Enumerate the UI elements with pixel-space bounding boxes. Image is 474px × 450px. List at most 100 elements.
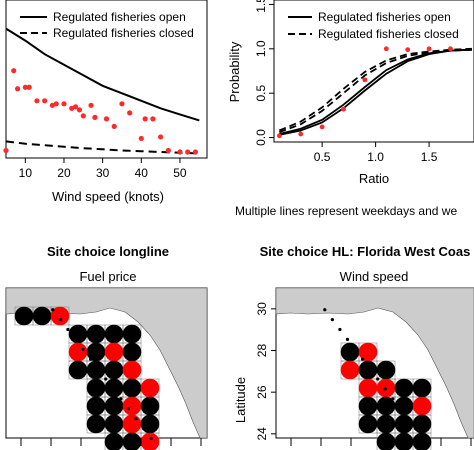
- site-marker: [412, 378, 432, 398]
- x-tick-label: 20: [57, 166, 71, 180]
- coastal-point: [66, 327, 70, 332]
- y-tick-label: 1.5: [254, 0, 268, 13]
- site-marker: [50, 306, 70, 326]
- site-marker: [358, 342, 378, 362]
- data-point: [111, 123, 117, 129]
- latitude-tick-label: 26: [255, 385, 269, 399]
- data-point: [298, 131, 304, 137]
- site-marker: [122, 342, 142, 362]
- coastal-point: [368, 367, 372, 371]
- site-marker: [340, 342, 360, 362]
- site-marker: [122, 432, 142, 450]
- ratio-y-axis-label: Probability: [227, 41, 242, 102]
- data-point: [362, 77, 368, 83]
- site-marker: [86, 396, 106, 416]
- coastal-point: [81, 347, 85, 351]
- coastal-point: [119, 397, 123, 401]
- longline-map-title: Site choice longline: [47, 244, 169, 259]
- data-point: [119, 101, 125, 107]
- coastal-point: [73, 337, 78, 341]
- coastal-point: [391, 397, 395, 401]
- site-marker: [358, 378, 378, 398]
- coastal-point: [421, 436, 425, 440]
- wind-speed-plot-frame: [5, 0, 208, 159]
- coastal-point: [376, 377, 380, 381]
- data-point: [3, 147, 9, 154]
- x-tick-label: 1.0: [367, 150, 384, 164]
- wind-speed-legend: Regulated fisheries open Regulated fishe…: [20, 10, 194, 40]
- y-tick-label: 0.5: [254, 85, 268, 102]
- coastal-point: [345, 337, 350, 341]
- data-point: [92, 114, 98, 120]
- legend-label-closed: Regulated fisheries closed: [53, 26, 194, 40]
- coastal-point: [413, 426, 418, 431]
- site-marker: [86, 342, 106, 362]
- coastal-point: [126, 407, 130, 411]
- data-point: [448, 46, 453, 52]
- coastal-point: [330, 318, 334, 322]
- site-marker: [394, 378, 414, 398]
- site-marker: [32, 306, 52, 326]
- site-marker: [412, 396, 432, 416]
- site-marker: [376, 414, 396, 434]
- series-line-solid: [279, 48, 472, 136]
- coastal-point: [96, 367, 100, 371]
- hl-map-panel: Site choice HL: Florida West Coas Wind s…: [233, 244, 474, 450]
- coastal-point: [111, 387, 115, 391]
- x-tick-label: 10: [19, 166, 33, 180]
- coastal-point: [398, 407, 402, 411]
- legend-label-open: Regulated fisheries open: [53, 10, 186, 24]
- data-point: [61, 101, 67, 107]
- data-point: [405, 47, 411, 53]
- site-marker: [86, 378, 106, 398]
- site-marker: [412, 432, 432, 450]
- coastal-point: [141, 426, 146, 431]
- wind-speed-panel: 10 20 30 40 50 Regulated fisheries open Regu…: [3, 0, 208, 204]
- site-marker: [104, 414, 124, 434]
- data-point: [158, 134, 164, 140]
- data-point: [426, 46, 432, 52]
- data-point: [42, 98, 48, 104]
- site-marker: [376, 360, 396, 380]
- ratio-x-axis-label: Ratio: [359, 171, 389, 186]
- data-point: [185, 149, 191, 155]
- coastal-point: [104, 377, 108, 381]
- data-point: [88, 102, 94, 108]
- site-marker: [14, 306, 34, 326]
- figure-caption: Multiple lines represent weekdays and we: [235, 204, 457, 218]
- data-point: [103, 116, 110, 122]
- coastal-point: [338, 327, 342, 332]
- site-marker: [104, 432, 124, 450]
- legend-label-closed: Regulated fisheries closed: [318, 27, 459, 41]
- data-point: [177, 149, 183, 155]
- site-marker: [140, 396, 160, 416]
- site-marker: [86, 324, 106, 344]
- site-marker: [104, 360, 124, 380]
- hl-map-title: Site choice HL: Florida West Coas: [260, 244, 471, 259]
- site-marker: [140, 414, 160, 434]
- coastal-point: [353, 347, 357, 351]
- coastal-point: [361, 357, 365, 361]
- data-point: [11, 68, 17, 74]
- data-point: [138, 135, 144, 142]
- x-tick-label: 1.5: [421, 150, 438, 164]
- coastal-point: [323, 308, 327, 312]
- site-marker: [358, 414, 378, 434]
- site-marker: [340, 360, 360, 380]
- data-point: [72, 104, 79, 110]
- ratio-legend: Regulated fisheries open Regulated fishe…: [288, 10, 459, 41]
- site-marker: [104, 342, 124, 362]
- x-tick-label: 40: [135, 166, 149, 180]
- data-point: [26, 84, 32, 90]
- series-line-dashed: [278, 48, 472, 134]
- site-marker: [122, 360, 142, 380]
- coastal-point: [149, 436, 153, 440]
- y-tick-label: 1.0: [254, 40, 268, 57]
- data-point: [34, 98, 40, 104]
- site-marker: [376, 396, 396, 416]
- site-marker: [358, 360, 378, 380]
- legend-label-open: Regulated fisheries open: [318, 10, 451, 24]
- site-marker: [122, 414, 142, 434]
- data-point: [150, 116, 156, 122]
